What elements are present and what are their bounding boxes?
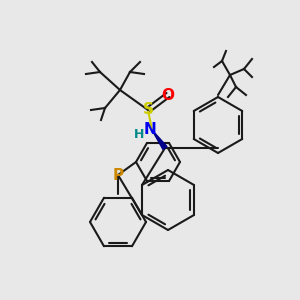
Text: N: N [144, 122, 156, 137]
Polygon shape [152, 130, 167, 149]
Text: S: S [142, 103, 154, 118]
Text: P: P [112, 167, 124, 182]
Text: O: O [161, 88, 175, 103]
Text: H: H [134, 128, 144, 142]
